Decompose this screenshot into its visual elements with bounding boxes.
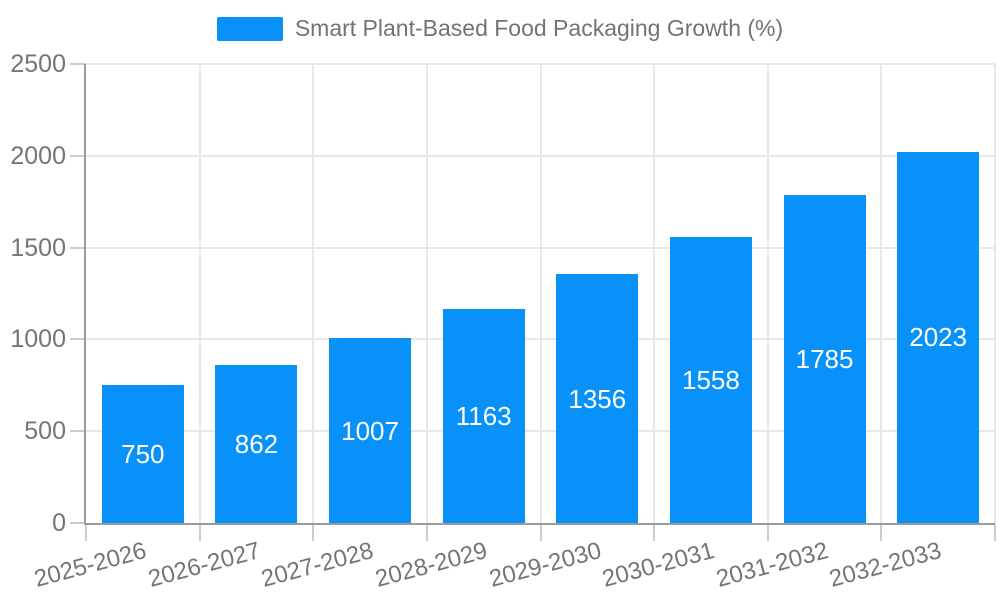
x-gridline [994, 64, 996, 523]
x-tick-mark [312, 525, 315, 541]
legend: Smart Plant-Based Food Packaging Growth … [0, 15, 1000, 42]
x-tick-mark [653, 525, 656, 541]
x-tick-label: 2030-2031 [599, 537, 718, 593]
x-gridline [766, 64, 769, 523]
legend-swatch [216, 16, 283, 41]
x-tick-mark [198, 525, 201, 541]
x-tick-label: 2025-2026 [31, 537, 150, 593]
x-tick-label: 2029-2030 [485, 537, 604, 593]
bar[interactable]: 2023 [897, 151, 980, 523]
bar[interactable]: 1007 [329, 338, 412, 523]
bar-value-label: 862 [234, 428, 279, 459]
bar-value-label: 750 [121, 439, 165, 470]
x-tick-mark [880, 525, 883, 541]
legend-label: Smart Plant-Based Food Packaging Growth … [294, 15, 784, 41]
y-tick-mark [70, 522, 86, 524]
x-tick-label: 2031-2032 [713, 537, 832, 593]
y-tick-label: 1000 [10, 325, 66, 354]
x-tick-mark [425, 525, 428, 541]
bar-value-label: 1163 [455, 401, 512, 432]
x-gridline [539, 64, 542, 523]
bar[interactable]: 862 [215, 364, 298, 523]
bar-value-label: 1558 [682, 364, 740, 395]
y-tick-mark [70, 338, 86, 341]
y-tick-label: 2500 [10, 50, 66, 78]
bar[interactable]: 1785 [783, 195, 866, 523]
x-gridline [880, 64, 883, 523]
y-tick-label: 500 [24, 417, 66, 446]
x-gridline [425, 64, 428, 523]
y-tick-mark [70, 63, 86, 65]
bar[interactable]: 1558 [669, 236, 752, 523]
x-axis-line [84, 523, 995, 525]
bar[interactable]: 750 [101, 385, 184, 523]
x-tick-mark [539, 525, 542, 541]
x-gridline [312, 64, 315, 523]
x-gridline [198, 64, 201, 523]
x-tick-label: 2028-2029 [372, 537, 491, 593]
bar-value-label: 1007 [341, 415, 399, 446]
x-tick-label: 2026-2027 [145, 537, 263, 593]
legend-item[interactable]: Smart Plant-Based Food Packaging Growth … [216, 15, 784, 42]
bar[interactable]: 1356 [556, 274, 639, 523]
y-tick-label: 2000 [10, 141, 66, 170]
y-tick-label: 1500 [10, 233, 66, 262]
bar-value-label: 1785 [795, 344, 854, 375]
x-gridline [653, 64, 656, 523]
bar-value-label: 2023 [909, 322, 968, 353]
y-tick-mark [70, 154, 86, 157]
bar-value-label: 1356 [568, 383, 627, 414]
x-tick-mark [85, 525, 87, 541]
x-tick-label: 2027-2028 [258, 537, 377, 593]
y-tick-label: 0 [52, 509, 66, 537]
y-tick-mark [70, 246, 86, 249]
x-tick-label: 2032-2033 [826, 537, 945, 593]
x-tick-mark [994, 525, 996, 541]
y-tick-mark [70, 430, 86, 433]
bar[interactable]: 1163 [442, 309, 525, 523]
x-tick-mark [766, 525, 769, 541]
y-axis-line [84, 64, 86, 525]
